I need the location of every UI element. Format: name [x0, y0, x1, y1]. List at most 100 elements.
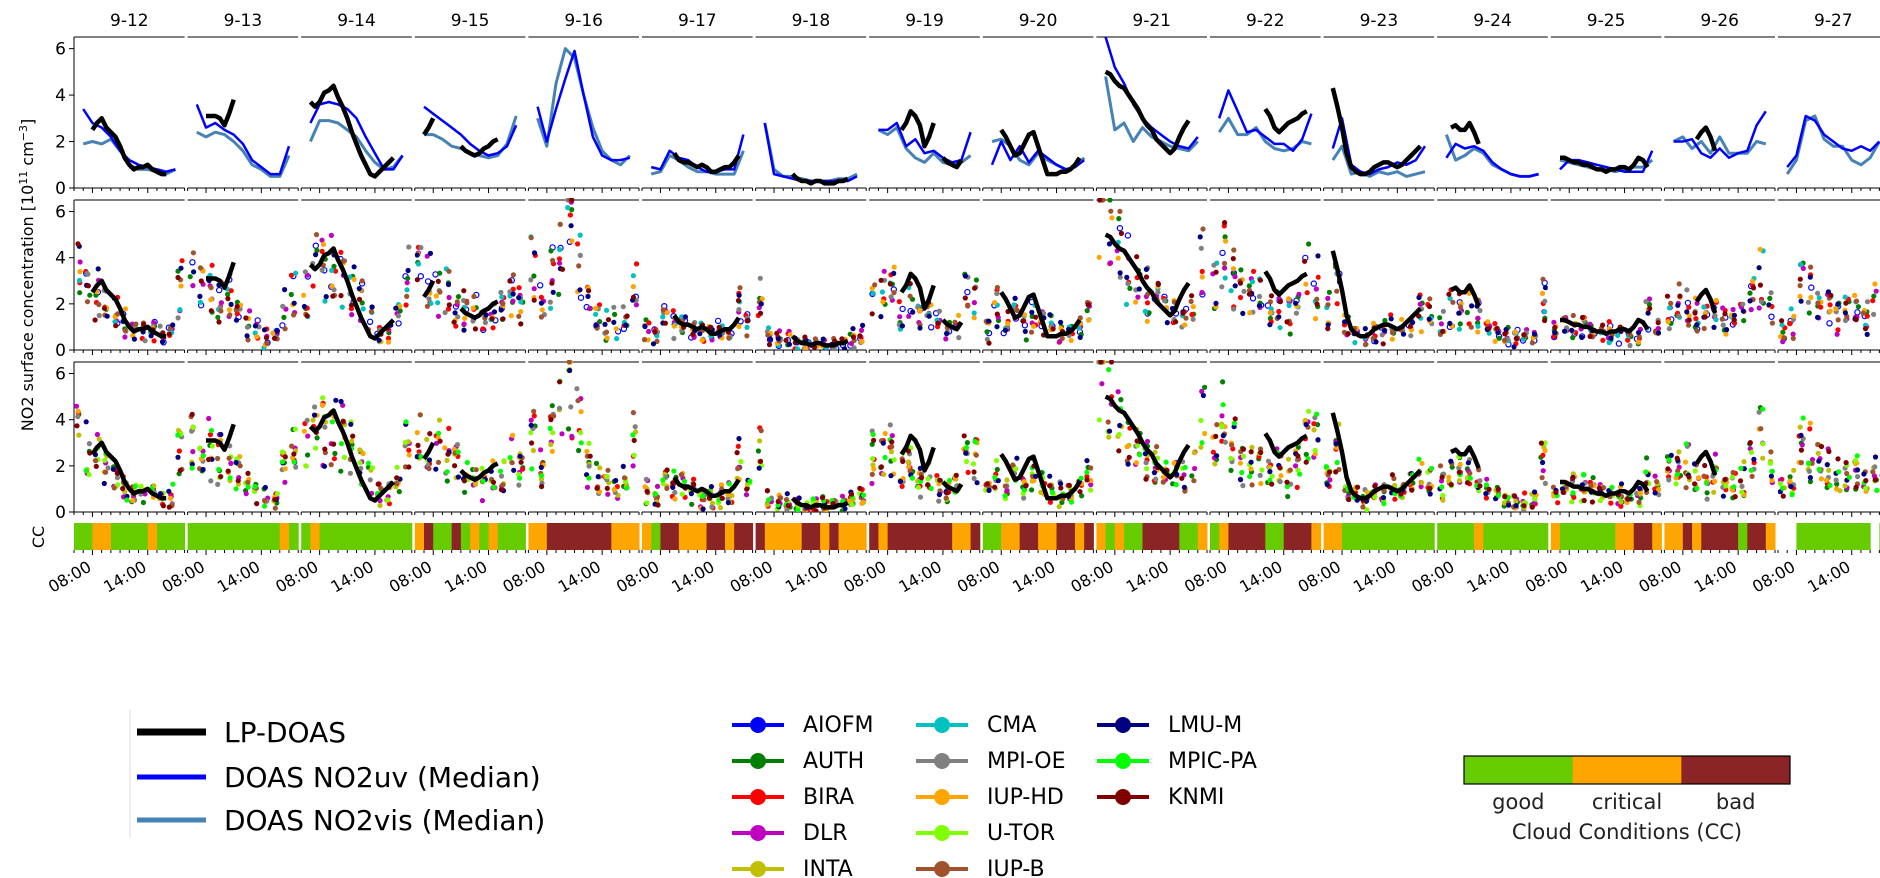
instrument-point-u-tor: [86, 472, 92, 478]
instrument-point-mpi-oe: [114, 475, 120, 481]
instrument-point-iup-hd: [1267, 310, 1273, 316]
instrument-point-iup-hd: [917, 308, 923, 314]
lpdoas-line: [1330, 412, 1422, 501]
instrument-point-iup-b: [394, 481, 400, 487]
y-tick-label: 2: [55, 457, 66, 477]
instrument-point-iup-hd: [1791, 313, 1797, 319]
legend-instrument-marker: [934, 717, 950, 733]
instrument-point-iup-hd: [470, 305, 476, 311]
instrument-point-knmi: [1702, 314, 1708, 320]
instrument-point-bira: [1047, 499, 1053, 505]
instrument-point-iup-hd: [1370, 320, 1377, 326]
instrument-point-mpic-pa: [464, 459, 470, 466]
instrument-point-inta: [1286, 456, 1292, 462]
instrument-point-iup-b: [264, 340, 270, 346]
instrument-point-auth: [994, 466, 1000, 473]
instrument-point-knmi: [819, 495, 826, 501]
instrument-point-inta: [717, 505, 724, 511]
instrument-point-aiofm: [312, 242, 319, 249]
cc-cell-good: [402, 523, 413, 550]
time-tick-label: 08:00: [45, 557, 94, 597]
instrument-point-bira: [965, 469, 971, 475]
instrument-point-dlr: [190, 449, 196, 455]
instrument-point-dlr: [1799, 442, 1805, 448]
instrument-point-lmu-m: [1720, 493, 1726, 499]
instrument-point-knmi: [1677, 293, 1683, 299]
instrument-point-knmi: [652, 329, 658, 335]
time-tick-label: 08:00: [1749, 557, 1798, 597]
instrument-point-mpi-oe: [157, 323, 163, 329]
cc-cell-good: [288, 523, 299, 550]
instrument-point-u-tor: [660, 481, 666, 487]
cc-cell-good: [1483, 523, 1493, 550]
instrument-point-lmu-m: [568, 223, 574, 229]
instrument-point-mpic-pa: [1760, 406, 1766, 412]
instrument-point-auth: [444, 478, 450, 484]
cc-cell-good: [1210, 523, 1220, 550]
instrument-point-mpic-pa: [870, 431, 876, 438]
instrument-point-u-tor: [1144, 466, 1150, 472]
cc-cell-good: [301, 523, 311, 550]
instrument-point-bira: [490, 325, 496, 331]
instrument-point-bira: [1199, 268, 1205, 275]
instrument-point-mpi-oe: [1758, 299, 1765, 305]
instrument-point-lmu-m: [110, 466, 116, 472]
instrument-point-iup-hd: [1364, 489, 1370, 495]
cc-cell-bad: [915, 523, 925, 550]
instrument-point-lmu-m: [891, 270, 897, 276]
cc-cell-good: [1596, 523, 1607, 550]
instrument-point-mpi-oe: [1477, 307, 1483, 314]
instrument-point-dlr: [646, 328, 652, 335]
instrument-point-lmu-m: [767, 336, 773, 342]
instrument-point-auth: [455, 294, 462, 300]
instrument-point-lmu-m: [1711, 324, 1717, 330]
instrument-point-lmu-m: [1506, 502, 1512, 508]
instrument-point-knmi: [1020, 318, 1026, 324]
instrument-point-mpi-oe: [1211, 262, 1217, 268]
instrument-point-lmu-m: [311, 412, 318, 418]
instrument-point-mpic-pa: [1495, 492, 1501, 498]
instrument-point-cma: [76, 277, 83, 284]
cc-cell-critical: [470, 523, 480, 550]
instrument-point-iup-b: [551, 413, 557, 419]
instrument-point-iup-hd: [1787, 478, 1793, 484]
instrument-point-iup-hd: [880, 299, 886, 305]
instrument-point-iup-b: [550, 257, 556, 264]
instrument-point-mpi-oe: [1542, 298, 1548, 304]
cc-cell-critical: [783, 523, 793, 550]
instrument-point-iup-b: [437, 289, 443, 295]
time-tick-label: 08:00: [1181, 557, 1230, 597]
instrument-point-mpi-oe: [105, 465, 111, 471]
cc-cell-bad: [1160, 523, 1171, 550]
instrument-point-mpic-pa: [480, 478, 486, 484]
instrument-point-iup-hd: [1230, 266, 1237, 272]
instrument-point-knmi: [1674, 455, 1680, 461]
instrument-point-iup-hd: [1418, 329, 1424, 335]
instrument-point-dlr: [404, 280, 410, 286]
instrument-point-lmu-m: [131, 336, 137, 342]
instrument-point-u-tor: [623, 479, 629, 485]
instrument-point-knmi: [944, 490, 950, 496]
instrument-point-u-tor: [1198, 417, 1204, 424]
instrument-point-bira: [1571, 494, 1577, 500]
time-tick-label: 08:00: [272, 557, 321, 597]
no2vis-median-line: [763, 122, 858, 183]
instrument-point-dlr: [897, 314, 903, 320]
instrument-point-lmu-m: [498, 307, 504, 313]
instrument-point-lmu-m: [1325, 322, 1331, 328]
instrument-point-iup-hd: [1133, 460, 1139, 466]
instrument-point-mpi-oe: [586, 463, 592, 469]
instrument-point-lmu-m: [700, 506, 706, 512]
instrument-point-lmu-m: [1511, 344, 1517, 350]
instrument-point-aiofm: [1826, 320, 1833, 327]
instrument-point-lmu-m: [736, 436, 742, 442]
instrument-point-u-tor: [1729, 474, 1735, 480]
instrument-point-knmi: [878, 277, 884, 283]
cc-cell-good: [270, 523, 281, 550]
instrument-point-knmi: [1098, 360, 1104, 365]
instrument-point-cma: [1286, 302, 1292, 309]
instrument-point-u-tor: [915, 484, 922, 490]
instrument-point-knmi: [518, 459, 524, 465]
instrument-point-iup-hd: [1542, 447, 1548, 454]
instrument-point-iup-hd: [1237, 460, 1243, 466]
